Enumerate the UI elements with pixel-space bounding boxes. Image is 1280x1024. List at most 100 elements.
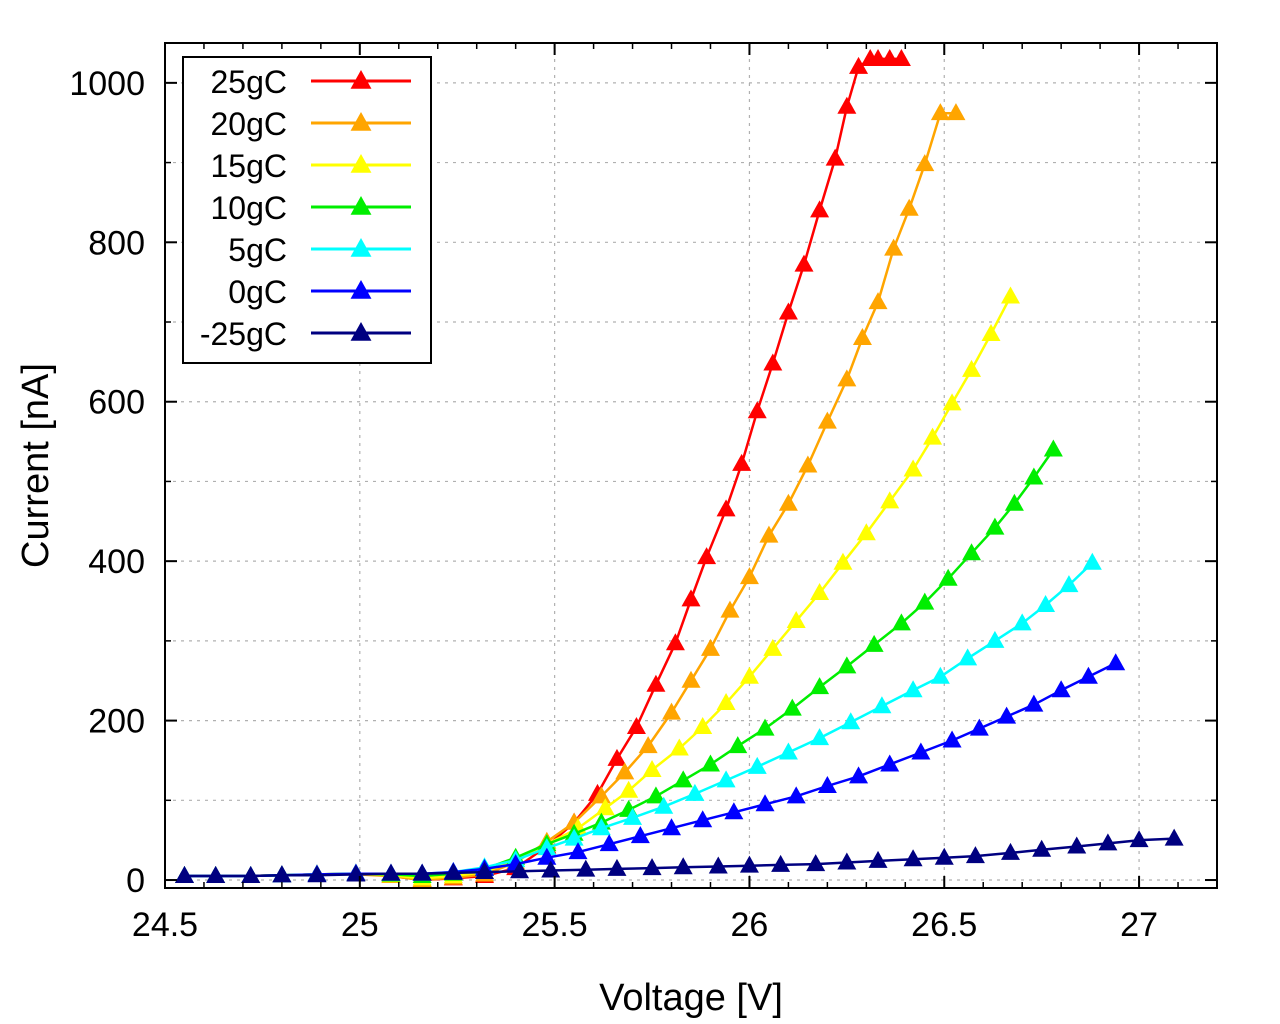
y-tick-label: 200 (88, 703, 145, 741)
data-point (798, 455, 818, 473)
data-point (872, 696, 892, 714)
legend-box (182, 56, 432, 364)
legend: 25gC 20gC 15gC 10gC 5gC 0gC -25gC (182, 56, 432, 364)
data-point (868, 292, 888, 310)
x-axis-title: Voltage [V] (599, 977, 783, 1019)
data-point (739, 855, 759, 873)
legend-swatch-marker (350, 196, 372, 215)
data-point (541, 860, 561, 878)
data-point (412, 863, 432, 881)
data-point (880, 491, 900, 509)
y-tick-label: 1000 (69, 65, 145, 103)
axis-ticks: 24.5 25 25.5 26 26.5 27 0 200 400 600 800 1000 (69, 43, 1218, 944)
data-point (1012, 613, 1032, 631)
data-point (662, 702, 682, 720)
data-point (681, 670, 701, 688)
data-point (708, 856, 728, 874)
data-point (942, 730, 962, 748)
data-point (747, 756, 767, 774)
y-axis-title: Current [nA] (15, 363, 57, 568)
data-point (685, 783, 705, 801)
data-point (474, 862, 494, 880)
series-line (184, 561, 1094, 878)
data-point (576, 859, 596, 877)
data-point (833, 552, 853, 570)
data-point (778, 742, 798, 760)
data-point (654, 796, 674, 814)
data-point (1024, 694, 1044, 712)
data-point (837, 96, 857, 114)
data-point (810, 677, 830, 695)
data-point (619, 780, 639, 798)
data-point (981, 323, 1001, 341)
data-point (923, 427, 943, 445)
series-line (184, 448, 1055, 878)
data-point (626, 716, 646, 734)
data-point (903, 459, 923, 477)
data-point (837, 852, 857, 870)
data-point (942, 393, 962, 411)
data-point (693, 810, 713, 828)
data-point (778, 493, 798, 511)
data-point (899, 198, 919, 216)
legend-swatch-marker (350, 238, 372, 257)
plot-frame (164, 42, 1218, 889)
x-tick-label: 27 (1120, 906, 1158, 944)
data-point (903, 680, 923, 698)
legend-swatch-marker (350, 70, 372, 89)
y-tick-label: 600 (88, 384, 145, 422)
data-point (965, 846, 985, 864)
data-point (1051, 680, 1071, 698)
data-point (646, 786, 666, 804)
legend-label: 15gC (211, 148, 288, 184)
data-point (174, 866, 194, 884)
data-point (630, 826, 650, 844)
data-point (241, 866, 261, 884)
data-point (755, 718, 775, 736)
data-point (1098, 833, 1118, 851)
data-point (825, 148, 845, 166)
y-tick-label: 0 (126, 862, 145, 900)
data-point (1106, 653, 1126, 671)
data-point (985, 517, 1005, 535)
data-point (806, 854, 826, 872)
data-point (591, 786, 611, 804)
series-10gC (174, 439, 1063, 884)
data-point (716, 770, 736, 788)
legend-label: 25gC (211, 64, 288, 100)
data-point (732, 453, 752, 471)
data-point (864, 634, 884, 652)
data-point (1164, 828, 1184, 846)
data-point (852, 327, 872, 345)
data-point (1004, 493, 1024, 511)
data-point (272, 865, 292, 883)
data-point (891, 48, 911, 66)
data-point (817, 411, 837, 429)
data-point (837, 369, 857, 387)
data-point (891, 613, 911, 631)
data-point (646, 674, 666, 692)
legend-label: 20gC (211, 106, 288, 142)
data-point (599, 834, 619, 852)
data-point (884, 238, 904, 256)
legend-label: 0gC (228, 274, 287, 310)
data-point (1032, 839, 1052, 857)
data-point (903, 849, 923, 867)
x-tick-label: 25 (341, 906, 379, 944)
data-point (564, 828, 584, 846)
data-point (623, 807, 643, 825)
data-point (665, 633, 685, 651)
data-point (615, 762, 635, 780)
data-point (728, 736, 748, 754)
data-point (810, 728, 830, 746)
data-point (693, 716, 713, 734)
data-point (716, 693, 736, 711)
data-point (537, 838, 557, 856)
data-point (837, 656, 857, 674)
data-point (934, 847, 954, 865)
data-point (969, 718, 989, 736)
data-point (607, 748, 627, 766)
data-point (810, 200, 830, 218)
data-point (595, 798, 615, 816)
